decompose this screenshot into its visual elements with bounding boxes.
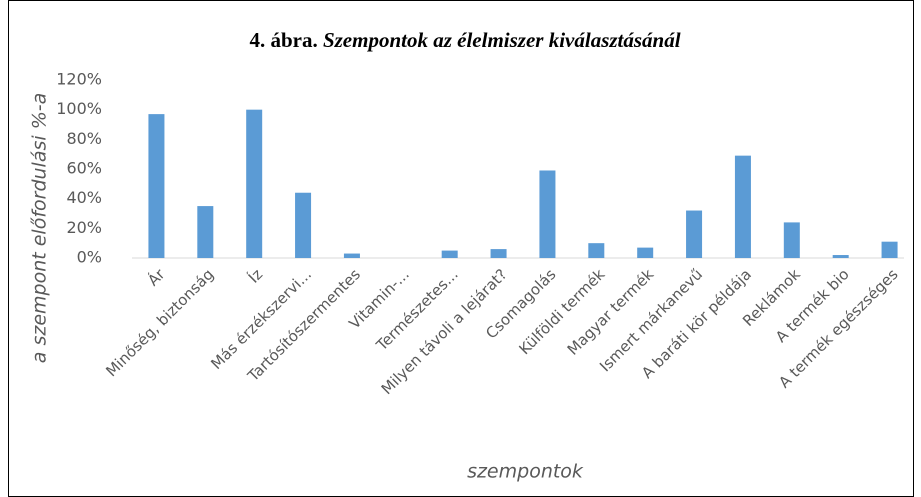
chart-title: Szempontok az élelmiszer kiválasztásánál <box>323 28 681 52</box>
y-tick-label: 80% <box>66 129 102 148</box>
x-tick-label: Magyar termék <box>564 265 658 359</box>
bar <box>637 247 654 258</box>
bar <box>295 192 312 258</box>
bar <box>783 222 800 258</box>
x-tick-label: Íz <box>244 264 266 286</box>
bar <box>881 241 898 258</box>
bar <box>539 170 556 258</box>
bar <box>832 255 849 258</box>
bar <box>148 114 165 258</box>
x-tick-label: Ár <box>143 264 169 290</box>
y-tick-label: 100% <box>56 99 102 118</box>
bar <box>343 253 360 258</box>
chart-title-group: 4. ábra. Szempontok az élelmiszer kivála… <box>249 28 680 52</box>
bar <box>197 206 214 258</box>
x-tick-label: Külföldi termék <box>515 265 608 358</box>
y-axis-title: a szempont előfordulási %-a <box>29 93 51 363</box>
y-tick-label: 60% <box>66 159 102 178</box>
bar <box>441 250 458 258</box>
bar <box>490 249 507 258</box>
figure-label: 4. ábra. <box>249 28 317 52</box>
y-tick-label: 20% <box>66 218 102 237</box>
y-tick-label: 120% <box>56 70 102 89</box>
x-axis-title: szempontok <box>467 461 584 483</box>
y-tick-label: 40% <box>66 188 102 207</box>
frame <box>8 0 914 497</box>
bar <box>686 210 703 258</box>
y-tick-label: 0% <box>77 248 102 267</box>
bar <box>588 243 605 258</box>
bar <box>734 155 751 258</box>
bar <box>246 109 263 259</box>
